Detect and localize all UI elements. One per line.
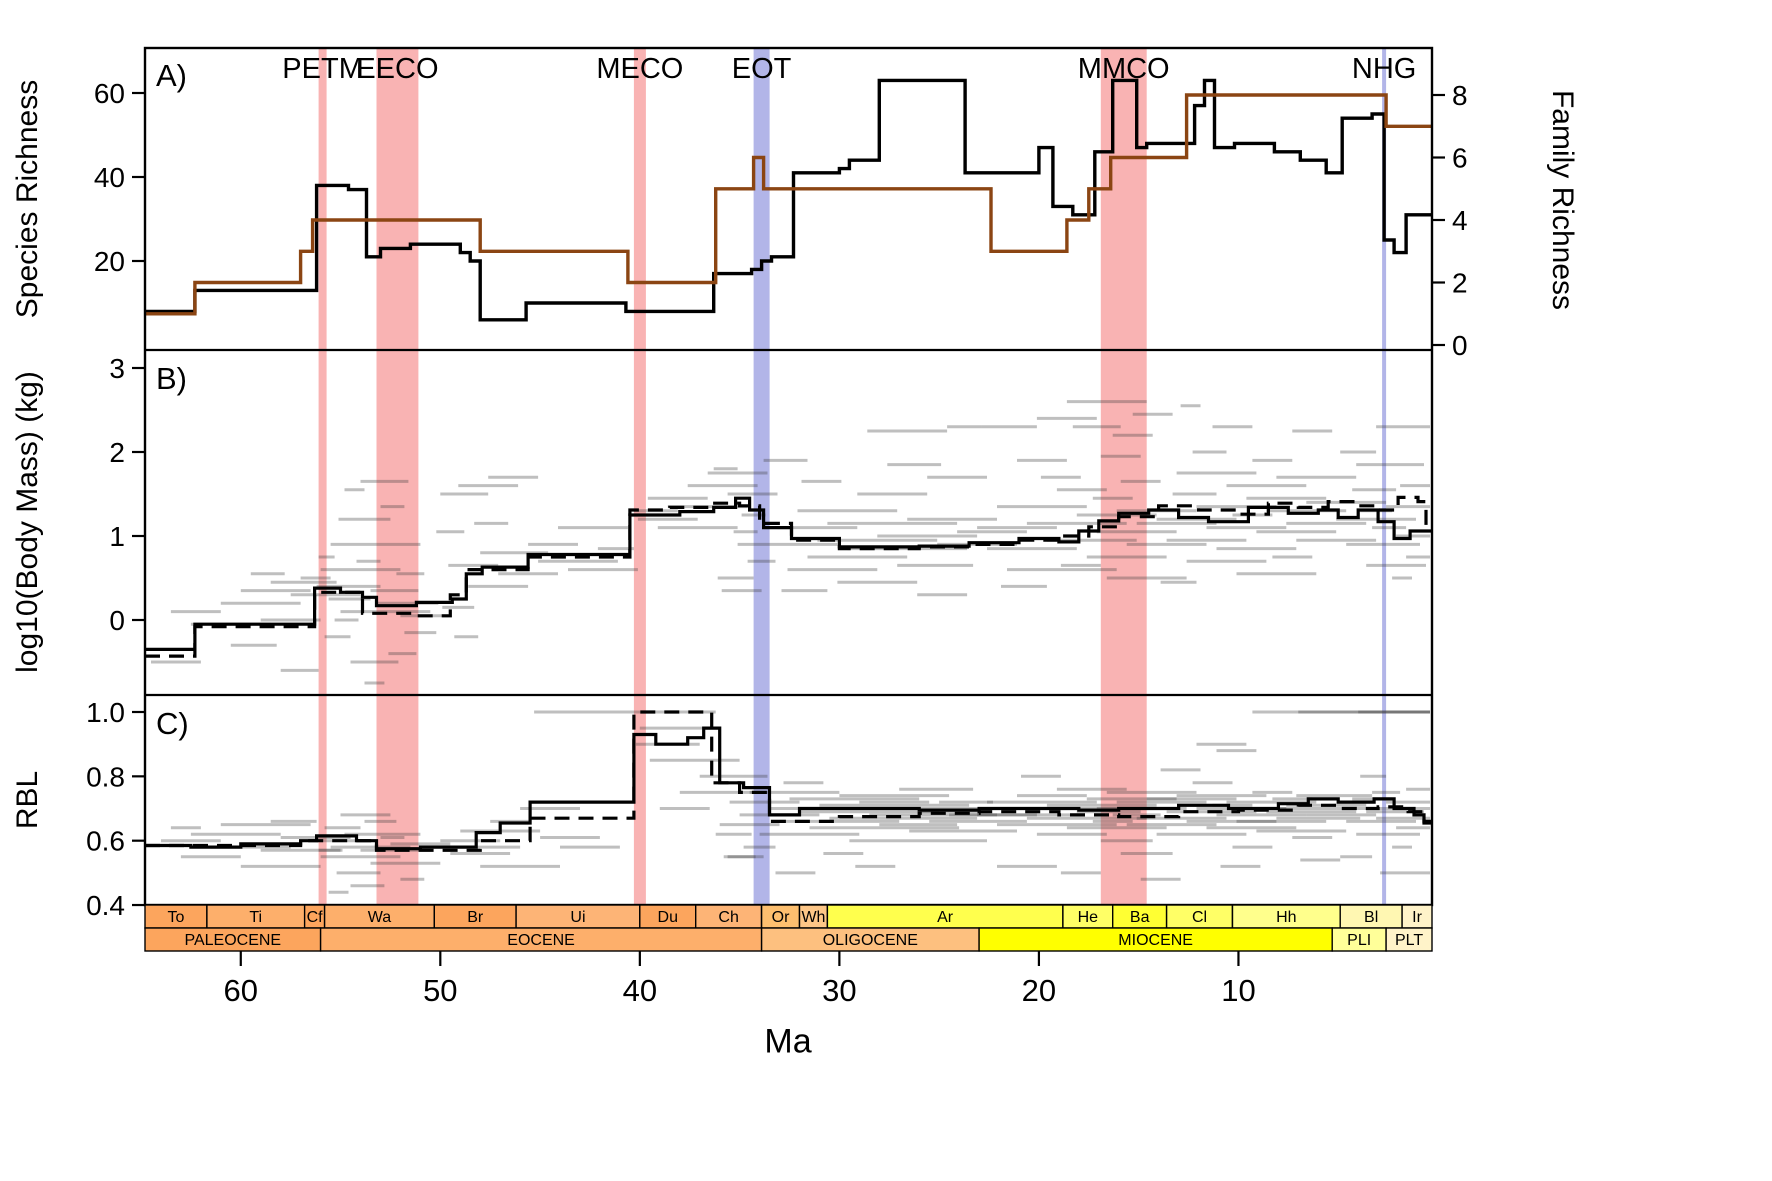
stage-label: Du bbox=[658, 909, 678, 926]
epoch-label: PLI bbox=[1347, 932, 1371, 949]
event-band-eeco bbox=[376, 48, 419, 905]
axis-title-species-richness: Species Richness bbox=[11, 79, 44, 319]
epoch-plt bbox=[1385, 927, 1433, 952]
event-label-nhg: NHG bbox=[1352, 53, 1416, 85]
rbl-dashed-line bbox=[145, 710, 1432, 852]
stage-label: Ui bbox=[570, 909, 585, 926]
stage-label: Cl bbox=[1192, 909, 1207, 926]
event-band-mmco bbox=[1100, 48, 1147, 905]
rbl-range-segments bbox=[161, 710, 1430, 894]
x-tick-label: 20 bbox=[1022, 973, 1056, 1008]
stage-label: Ti bbox=[249, 909, 262, 926]
event-label-eeco: EECO bbox=[356, 53, 438, 85]
y-tick-label: 2 bbox=[109, 437, 125, 468]
x-axis-title: Ma bbox=[764, 1022, 812, 1061]
event-band-nhg bbox=[1382, 48, 1387, 905]
event-band-petm bbox=[318, 48, 327, 905]
axis-title-rbl: RBL bbox=[11, 770, 44, 830]
stage-label: Ir bbox=[1412, 909, 1422, 926]
y-tick-label: 3 bbox=[109, 353, 125, 384]
epoch-label: PALEOCENE bbox=[184, 932, 281, 949]
x-tick-label: 30 bbox=[822, 973, 856, 1008]
stage-label: Wa bbox=[368, 909, 392, 926]
epoch-label: EOCENE bbox=[507, 932, 575, 949]
stage-label: Ch bbox=[718, 909, 738, 926]
event-label-mmco: MMCO bbox=[1078, 53, 1170, 85]
y-tick-label: 60 bbox=[94, 78, 125, 109]
axis-title-family-richness: Family Richness bbox=[1546, 89, 1579, 311]
x-tick-label: 40 bbox=[623, 973, 657, 1008]
stage-label: He bbox=[1078, 909, 1099, 926]
x-tick-label: 50 bbox=[423, 973, 457, 1008]
panel-letter-c: C) bbox=[156, 706, 189, 741]
y-tick-label: 20 bbox=[94, 246, 125, 277]
body-mass-range-segments bbox=[151, 400, 1430, 695]
y-tick-label: 1.0 bbox=[86, 697, 125, 728]
right-tick-label: 2 bbox=[1452, 268, 1468, 299]
event-band-meco bbox=[633, 48, 646, 905]
body-mass-solid-line bbox=[145, 496, 1432, 651]
epoch-label: MIOCENE bbox=[1118, 932, 1193, 949]
plot-border bbox=[143, 46, 1434, 907]
stage-label: Cf bbox=[307, 909, 324, 926]
panel-letter-b: B) bbox=[156, 361, 187, 396]
epoch-label: PLT bbox=[1395, 932, 1423, 949]
event-label-meco: MECO bbox=[596, 53, 683, 85]
y-tick-label: 0.6 bbox=[86, 826, 125, 857]
family-richness-line bbox=[145, 93, 1432, 316]
species-richness-line bbox=[145, 78, 1432, 322]
right-tick-label: 0 bbox=[1452, 330, 1468, 361]
right-tick-label: 4 bbox=[1452, 205, 1468, 236]
event-label-eot: EOT bbox=[732, 53, 792, 85]
right-tick-label: 8 bbox=[1452, 80, 1468, 111]
stage-label: Br bbox=[467, 909, 484, 926]
panel-letter-a: A) bbox=[156, 58, 187, 93]
y-tick-label: 0.8 bbox=[86, 761, 125, 792]
y-tick-label: 1 bbox=[109, 521, 125, 552]
stage-label: Hh bbox=[1276, 909, 1296, 926]
stage-label: Bl bbox=[1364, 909, 1378, 926]
body-mass-dashed-line bbox=[145, 495, 1432, 658]
event-label-petm: PETM bbox=[282, 53, 363, 85]
y-tick-label: 0.4 bbox=[86, 890, 125, 921]
x-tick-label: 10 bbox=[1221, 973, 1255, 1008]
stage-label: Ba bbox=[1130, 909, 1150, 926]
x-tick-label: 60 bbox=[224, 973, 258, 1008]
stage-label: Or bbox=[772, 909, 790, 926]
stage-label: Wh bbox=[801, 909, 825, 926]
axis-title-body-mass: log10(Body Mass) (kg) bbox=[11, 371, 44, 673]
rbl-solid-line bbox=[145, 726, 1432, 851]
y-tick-label: 0 bbox=[109, 605, 125, 636]
stage-label: To bbox=[167, 909, 184, 926]
y-tick-label: 40 bbox=[94, 162, 125, 193]
stage-label: Ar bbox=[937, 909, 954, 926]
right-tick-label: 6 bbox=[1452, 143, 1468, 174]
epoch-label: OLIGOCENE bbox=[823, 932, 918, 949]
climate-event-bands bbox=[318, 48, 1387, 905]
